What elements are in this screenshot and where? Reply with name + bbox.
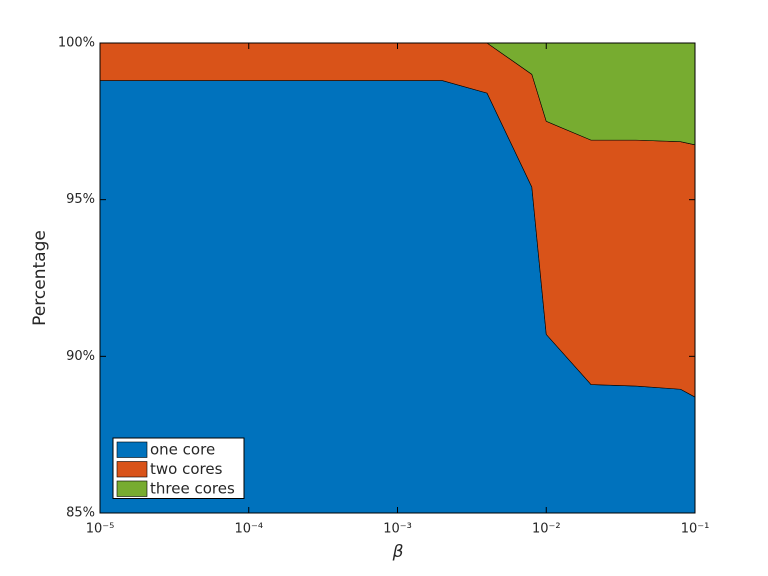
x-tick-label: 10⁻³: [383, 522, 412, 537]
y-tick-label: 90%: [66, 349, 95, 364]
y-axis-label: Percentage: [30, 230, 50, 326]
y-tick-label: 100%: [58, 36, 95, 51]
y-tick-label: 85%: [66, 506, 95, 521]
x-axis-label: β: [392, 542, 404, 562]
x-tick-label: 10⁻¹: [681, 522, 710, 537]
x-tick-label: 10⁻²: [532, 522, 561, 537]
legend-label: one core: [150, 440, 215, 458]
legend-swatch: [116, 461, 148, 478]
x-tick-label: 10⁻⁵: [86, 522, 115, 537]
legend-label: two cores: [150, 460, 223, 478]
legend-swatch: [116, 480, 148, 497]
legend-label: three cores: [150, 479, 235, 497]
y-tick-label: 95%: [66, 192, 95, 207]
x-tick-label: 10⁻⁴: [234, 522, 263, 537]
legend-swatch: [116, 441, 148, 458]
